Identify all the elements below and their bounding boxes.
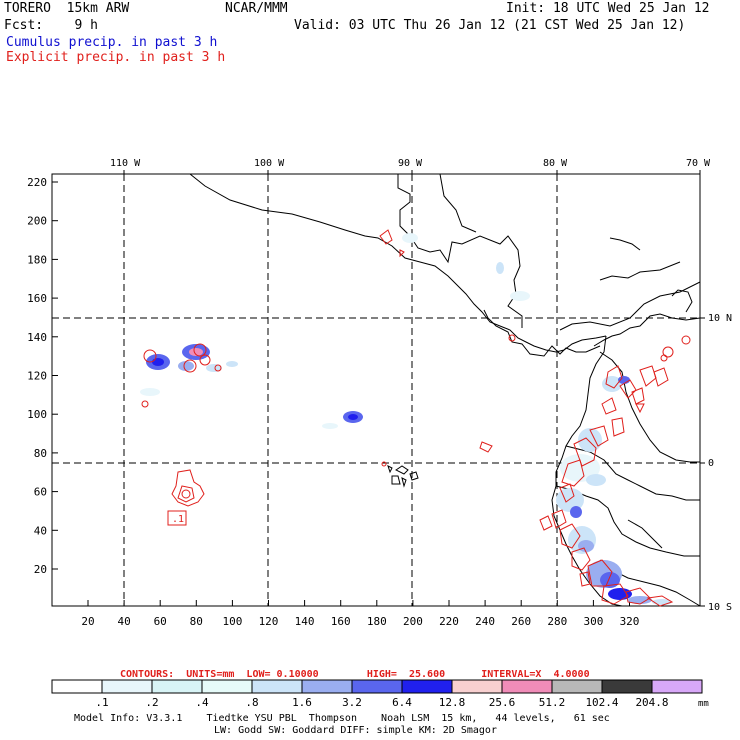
y-tick-label: 100 [27, 408, 47, 421]
x-tick-label: 20 [81, 615, 94, 628]
x-tick-label: 260 [511, 615, 531, 628]
colorbar-swatch [251, 679, 303, 694]
x-tick-label: 300 [583, 615, 603, 628]
y-tick-label: 140 [27, 331, 47, 344]
colorbar-swatch [51, 679, 103, 694]
colorbar-swatch [651, 679, 703, 694]
colorbar-swatch [351, 679, 403, 694]
colorbar-swatch [451, 679, 503, 694]
y-tick-label: 200 [27, 215, 47, 228]
forecast-hour: Fcst: 9 h [4, 18, 98, 33]
y-tick-label: 120 [27, 370, 47, 383]
colorbar-swatch [501, 679, 553, 694]
colorbar-label: 51.2 [539, 696, 566, 708]
y-tick-label: 20 [34, 563, 47, 576]
coastlines [189, 173, 701, 607]
colorbar-label: .8 [245, 696, 258, 708]
y-tick-label: 60 [34, 486, 47, 499]
x-tick-label: 80 [190, 615, 203, 628]
colorbar-swatch [301, 679, 353, 694]
model-info: Model Info: V3.3.1 Tiedtke YSU PBL Thomp… [74, 713, 610, 724]
colorbar-label: 25.6 [489, 696, 516, 708]
x-tick-label: 320 [620, 615, 640, 628]
contour-label-box [167, 510, 187, 526]
colorbar-swatch [151, 679, 203, 694]
colorbar-swatch [401, 679, 453, 694]
colorbar-swatch [601, 679, 653, 694]
cumulus-precip [140, 233, 672, 605]
explicit-field-label: Explicit precip. in past 3 h [6, 50, 226, 65]
colorbar-label: 102.4 [585, 696, 618, 708]
x-tick-label: 180 [367, 615, 387, 628]
y-tick-label: 180 [27, 253, 47, 266]
x-tick-label: 120 [259, 615, 279, 628]
y-tick-label: 80 [34, 447, 47, 460]
colorbar-label: 3.2 [342, 696, 362, 708]
lon-label: 90 W [398, 158, 423, 169]
organization-label: NCAR/MMM [225, 1, 288, 16]
colorbar: .1.2.4.8 1.6 3.2 6.4 12.8 25.6 51.2 102.4 204.8 … [51, 679, 709, 708]
colorbar-label: 1.6 [292, 696, 312, 708]
valid-time: Valid: 03 UTC Thu 26 Jan 12 (21 CST Wed … [294, 18, 686, 33]
colorbar-label: 12.8 [439, 696, 466, 708]
model-title: TORERO 15km ARW [4, 1, 130, 16]
graticule [52, 174, 700, 606]
y-tick-label: 40 [34, 524, 47, 537]
x-tick-label: 160 [331, 615, 351, 628]
x-tick-label: 40 [117, 615, 130, 628]
contours-info: CONTOURS: UNITS=mm LOW= 0.10000 HIGH= 25… [120, 669, 590, 680]
colorbar-swatch [101, 679, 153, 694]
lat-label: 10 N [708, 313, 732, 324]
explicit-precip-contours [141, 229, 691, 607]
lon-label: 110 W [110, 158, 141, 169]
colorbar-units: mm [698, 699, 709, 708]
x-tick-label: 60 [154, 615, 167, 628]
colorbar-swatch [201, 679, 253, 694]
colorbar-label: 204.8 [635, 696, 668, 708]
x-tick-label: 280 [547, 615, 567, 628]
colorbar-label: .2 [145, 696, 158, 708]
map-frame [51, 173, 701, 607]
x-tick-label: 140 [295, 615, 315, 628]
x-tick-label: 100 [222, 615, 242, 628]
y-tick-label: 220 [27, 176, 47, 189]
axis-labels: 220 200 180 160 140 120 100 80 60 40 20 20 40 60 80 100… [27, 176, 639, 628]
lat-label: 10 S [708, 602, 732, 613]
cumulus-field-label: Cumulus precip. in past 3 h [6, 35, 218, 50]
lat-label: 0 [708, 458, 714, 469]
lon-label: 70 W [686, 158, 711, 169]
y-tick-label: 160 [27, 292, 47, 305]
contour-label-text: .1 [172, 514, 184, 525]
x-tick-label: 220 [439, 615, 459, 628]
colorbar-label: 6.4 [392, 696, 412, 708]
x-tick-label: 240 [475, 615, 495, 628]
lon-label: 80 W [543, 158, 568, 169]
lon-ticks [123, 170, 705, 607]
colorbar-swatch [551, 679, 603, 694]
lon-label: 100 W [254, 158, 285, 169]
colorbar-label: .4 [195, 696, 209, 708]
x-tick-label: 200 [403, 615, 423, 628]
init-time: Init: 18 UTC Wed 25 Jan 12 [506, 1, 710, 16]
axis-ticks [52, 181, 630, 606]
lonlat-labels: 110 W 100 W 90 W 80 W 70 W 10 N 0 10 S [110, 158, 732, 613]
colorbar-label: .1 [95, 696, 108, 708]
model-physics: LW: Godd SW: Goddard DIFF: simple KM: 2D… [214, 725, 497, 736]
